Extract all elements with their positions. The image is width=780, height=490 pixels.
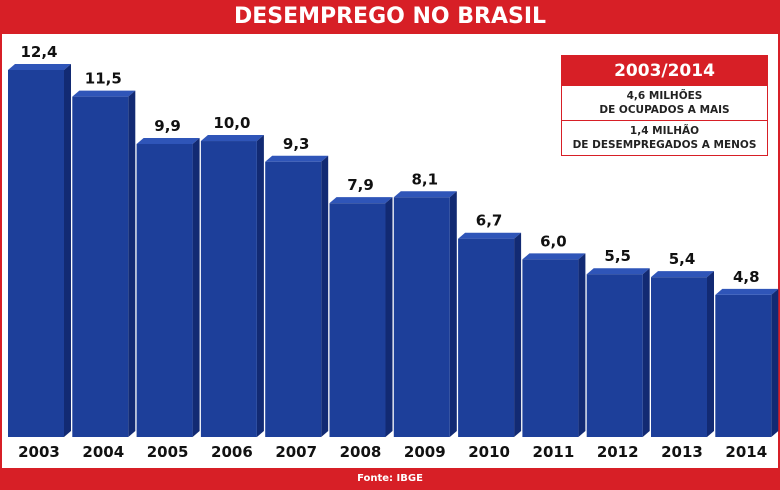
source-note: Fonte: IBGE xyxy=(0,468,780,490)
x-tick-label: 2008 xyxy=(340,443,382,461)
summary-line: 4,6 MILHÕES xyxy=(626,90,703,102)
data-label: 11,5 xyxy=(85,70,122,88)
x-tick-label: 2006 xyxy=(211,443,253,461)
data-label: 9,3 xyxy=(283,135,310,153)
bar xyxy=(136,143,193,437)
x-tick-label: 2014 xyxy=(725,443,767,461)
summary-line: DE OCUPADOS A MAIS xyxy=(599,104,730,116)
x-tick-label: 2003 xyxy=(18,443,60,461)
data-label: 8,1 xyxy=(412,170,439,188)
data-label: 6,7 xyxy=(476,212,503,230)
bar-side xyxy=(256,135,264,437)
x-tick-label: 2005 xyxy=(147,443,189,461)
bar-side xyxy=(642,268,650,437)
x-tick-label: 2013 xyxy=(661,443,703,461)
data-label: 12,4 xyxy=(20,43,57,61)
bar xyxy=(715,294,772,437)
summary-line: 1,4 MILHÃO xyxy=(629,125,700,137)
bar-side xyxy=(128,90,136,438)
bar-top xyxy=(265,155,329,162)
data-label: 9,9 xyxy=(154,117,181,135)
x-tick-label: 2009 xyxy=(404,443,446,461)
bar xyxy=(72,96,129,438)
bar-top xyxy=(72,90,136,97)
x-tick-label: 2012 xyxy=(597,443,639,461)
bar xyxy=(651,277,707,437)
data-label: 10,0 xyxy=(213,114,250,132)
bar xyxy=(8,70,64,437)
bar-top xyxy=(393,191,457,198)
x-tick-label: 2010 xyxy=(468,443,510,461)
data-label: 5,4 xyxy=(669,250,696,268)
data-label: 5,5 xyxy=(604,247,631,265)
data-label: 7,9 xyxy=(347,176,374,194)
summary-unemployed: 1,4 MILHÃO DE DESEMPREGADOS A MENOS xyxy=(562,120,767,155)
bar-side xyxy=(385,197,393,437)
bar-top xyxy=(200,135,264,142)
data-label: 4,8 xyxy=(733,268,760,286)
summary-line: DE DESEMPREGADOS A MENOS xyxy=(572,139,757,151)
bar-top xyxy=(458,232,522,239)
bar xyxy=(393,197,450,437)
bar-side xyxy=(192,137,200,437)
bar xyxy=(522,259,579,437)
bar-top xyxy=(8,64,71,70)
bar xyxy=(329,203,386,437)
x-tick-label: 2011 xyxy=(533,443,575,461)
bar-side xyxy=(514,232,522,437)
bar-top xyxy=(522,253,586,260)
summary-header: 2003/2014 xyxy=(562,56,767,86)
summary-employed: 4,6 MILHÕES DE OCUPADOS A MAIS xyxy=(562,86,767,120)
x-tick-label: 2004 xyxy=(82,443,124,461)
bar-top xyxy=(329,197,393,204)
bar-top xyxy=(586,268,650,275)
bar xyxy=(200,141,257,437)
bar-side xyxy=(707,271,714,437)
bar-top xyxy=(651,271,714,278)
bar-side xyxy=(64,64,71,437)
bar xyxy=(265,161,322,437)
x-tick-label: 2007 xyxy=(275,443,317,461)
data-label: 6,0 xyxy=(540,232,567,250)
bar-side xyxy=(449,191,457,437)
bar xyxy=(458,238,515,437)
bar-top xyxy=(136,137,200,144)
bar-side xyxy=(771,288,779,437)
bar-side xyxy=(321,155,329,437)
summary-box: 2003/2014 4,6 MILHÕES DE OCUPADOS A MAIS… xyxy=(561,55,768,156)
bar-top xyxy=(715,288,779,295)
bar-side xyxy=(578,253,586,437)
bar xyxy=(586,274,643,437)
chart-title: DESEMPREGO NO BRASIL xyxy=(0,0,780,34)
